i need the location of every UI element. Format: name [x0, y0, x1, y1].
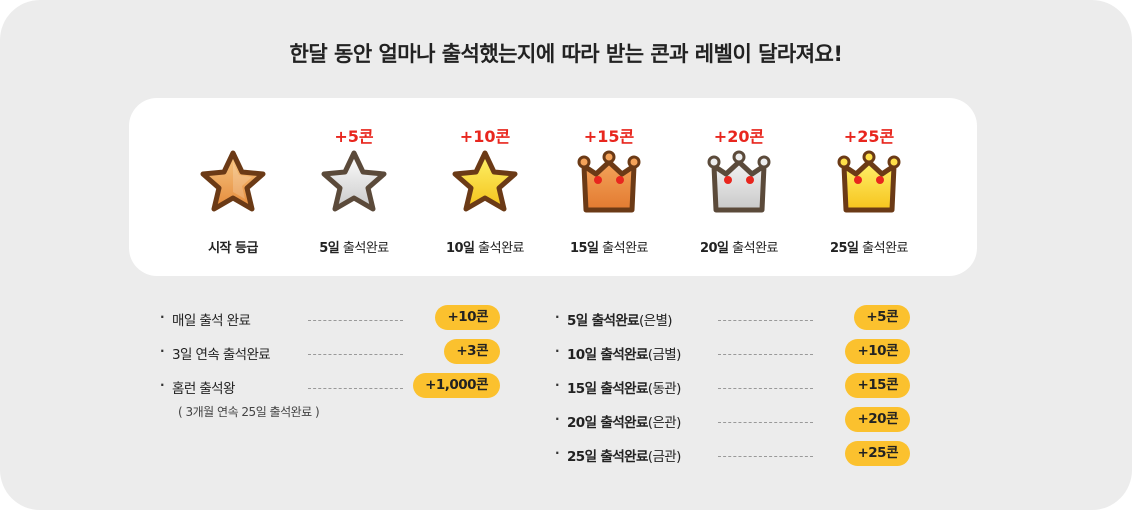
level-reward: +15콘: [583, 127, 635, 146]
reward-badge: +1,000콘: [413, 373, 500, 398]
level-label: 10일 출석완료: [445, 241, 525, 256]
level-5: +5콘 5일 출석완료: [289, 98, 419, 276]
dotted-divider: [308, 388, 403, 389]
level-label: 15일 출석완료: [569, 241, 649, 256]
reward-badge: +3콘: [444, 339, 500, 364]
crown-bronze-icon: [577, 150, 641, 213]
level-label: 시작 등급: [208, 241, 258, 256]
reward-badge: +10콘: [845, 339, 910, 364]
reward-badge: +25콘: [845, 441, 910, 466]
reward-name: 홈런 출석왕: [172, 381, 235, 397]
dotted-divider: [718, 422, 813, 423]
reward-name: 15일 출석완료(동관): [567, 381, 681, 397]
reward-name: 5일 출석완료(은별): [567, 313, 673, 329]
dotted-divider: [718, 320, 813, 321]
reward-name: 10일 출석완료(금별): [567, 347, 681, 363]
reward-badge: +10콘: [435, 305, 500, 330]
level-25: +25콘 25일 출석완료: [804, 98, 934, 276]
reward-name: 3일 연속 출석완료: [172, 347, 271, 363]
reward-badge: +15콘: [845, 373, 910, 398]
level-10: +10콘 10일 출석완료: [420, 98, 550, 276]
reward-badge: +5콘: [854, 305, 910, 330]
list-item: · 15일 출석완료(동관) +15콘: [555, 372, 910, 398]
reward-badge: +20콘: [845, 407, 910, 432]
level-label: 20일 출석완료: [699, 241, 779, 256]
level-reward: +5콘: [334, 127, 374, 146]
list-item: · 20일 출석완료(은관) +20콘: [555, 406, 910, 432]
list-item: · 25일 출석완료(금관) +25콘: [555, 440, 910, 466]
list-item: · 3일 연속 출석완료 +3콘: [160, 338, 500, 364]
reward-name: 25일 출석완료(금관): [567, 449, 681, 465]
star-bronze-icon: [200, 150, 266, 212]
level-reward: +20콘: [713, 127, 765, 146]
list-item: · 홈런 출석왕 +1,000콘 ( 3개월 연속 25일 출석완료 ): [160, 372, 500, 419]
level-15: +15콘 15일 출석완료: [544, 98, 674, 276]
crown-gold-icon: [837, 150, 901, 213]
list-item: · 10일 출석완료(금별) +10콘: [555, 338, 910, 364]
level-reward: +25콘: [843, 127, 895, 146]
reward-subtext: ( 3개월 연속 25일 출석완료 ): [178, 405, 320, 419]
dotted-divider: [718, 388, 813, 389]
dotted-divider: [308, 320, 403, 321]
dotted-divider: [308, 354, 403, 355]
page-title: 한달 동안 얼마나 출석했는지에 따라 받는 콘과 레벨이 달라져요!: [289, 42, 843, 66]
dotted-divider: [718, 456, 813, 457]
levels-card: 시작 등급 +5콘 5일 출석완료 +10콘: [129, 98, 977, 276]
level-start: 시작 등급: [168, 98, 298, 276]
star-silver-icon: [321, 150, 387, 212]
level-reward: +10콘: [459, 127, 511, 146]
level-20: +20콘 20일 출석완료: [674, 98, 804, 276]
reward-name: 20일 출석완료(은관): [567, 415, 681, 431]
list-item: · 매일 출석 완료 +10콘: [160, 304, 500, 330]
list-item: · 5일 출석완료(은별) +5콘: [555, 304, 910, 330]
crown-silver-icon: [707, 150, 771, 213]
level-label: 25일 출석완료: [829, 241, 909, 256]
level-label: 5일 출석완료: [319, 241, 389, 256]
reward-name: 매일 출석 완료: [172, 313, 251, 329]
star-gold-icon: [452, 150, 518, 212]
dotted-divider: [718, 354, 813, 355]
